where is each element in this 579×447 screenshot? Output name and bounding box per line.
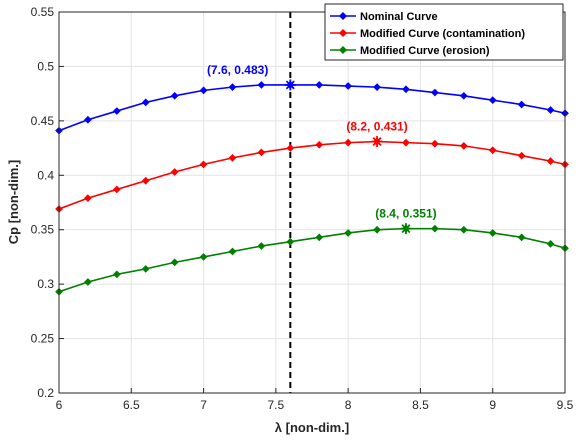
data-point	[373, 83, 381, 91]
grid	[59, 12, 565, 393]
data-point	[141, 176, 150, 185]
peak-annotation-label: (8.2, 0.431)	[346, 120, 407, 134]
data-point	[546, 240, 555, 248]
data-point	[488, 229, 497, 237]
x-tick-label: 7	[200, 398, 207, 412]
data-point	[459, 91, 468, 100]
peak-marker	[400, 223, 412, 235]
data-point	[84, 115, 92, 124]
data-point	[517, 151, 526, 160]
data-point	[315, 81, 324, 89]
y-tick-label: 0.35	[31, 223, 55, 237]
data-point	[170, 168, 179, 176]
y-tick-label: 0.4	[37, 168, 54, 182]
x-tick-label: 8.5	[412, 398, 429, 412]
peak-marker-stroke	[401, 224, 411, 234]
data-point	[488, 96, 497, 105]
data-point	[373, 225, 381, 234]
plot-background	[59, 12, 565, 393]
legend-swatch-marker	[338, 11, 348, 21]
data-point	[257, 242, 266, 250]
y-axis-label: Cp [non-dim.]	[6, 160, 21, 244]
peak-marker	[284, 79, 296, 91]
y-tick-label: 0.45	[31, 114, 55, 128]
data-point	[141, 98, 150, 107]
data-point	[344, 82, 353, 90]
legend-swatch-marker	[338, 28, 348, 38]
legend-swatch-marker	[338, 45, 348, 55]
data-point	[344, 229, 353, 237]
data-point	[84, 194, 92, 203]
peak-annotation-label: (7.6, 0.483)	[207, 63, 268, 77]
data-point	[112, 185, 121, 194]
data-point	[459, 142, 468, 150]
x-axis-label: λ [non-dim.]	[275, 420, 349, 435]
data-point	[199, 160, 208, 169]
data-point	[257, 148, 266, 157]
data-point	[431, 88, 439, 97]
data-point	[344, 138, 353, 147]
legend-label-0: Nominal Curve	[360, 11, 438, 23]
legend-label-1: Modified Curve (contamination)	[360, 28, 525, 40]
peak-marker	[371, 136, 383, 148]
x-tick-label: 9	[489, 398, 496, 412]
data-point	[431, 224, 439, 233]
legend-box	[324, 3, 564, 61]
data-point	[315, 140, 324, 149]
legend: Nominal Curve Modified Curve (contaminati…	[324, 3, 564, 61]
x-tick-label: 6.5	[123, 398, 140, 412]
data-point	[199, 253, 208, 261]
annotation-layer: (7.6, 0.483) (8.2, 0.431) (8.4, 0.351)	[207, 63, 437, 235]
data-point	[488, 146, 497, 155]
data-point	[170, 91, 179, 100]
data-point	[112, 270, 121, 279]
data-point	[431, 139, 439, 148]
data-point	[112, 107, 121, 115]
data-point	[315, 233, 324, 242]
y-tick-label: 0.25	[31, 332, 55, 346]
x-tick-label: 8	[345, 398, 352, 412]
data-point	[402, 138, 410, 147]
y-tick-label: 0.3	[37, 277, 54, 291]
legend-label-2: Modified Curve (erosion)	[360, 45, 490, 57]
data-point	[459, 225, 468, 234]
data-point	[546, 106, 555, 114]
data-point	[546, 157, 555, 165]
x-tick-label: 7.5	[268, 398, 285, 412]
tick-layer: 6 6.5 7 7.5 8 8.5 9 9.5 0.2 0.25 0.3 0.35 0.4 0.45 0.5…	[31, 5, 574, 412]
data-point	[199, 86, 208, 95]
peak-marker-stroke	[285, 80, 295, 90]
data-point	[257, 81, 266, 89]
peak-annotation-label: (8.4, 0.351)	[375, 207, 436, 221]
data-point	[228, 247, 237, 256]
data-point	[517, 100, 526, 109]
data-point	[228, 154, 237, 162]
y-tick-label: 0.2	[37, 386, 54, 400]
series-layer	[55, 81, 569, 296]
peak-marker-stroke	[372, 137, 382, 147]
data-point	[228, 83, 237, 91]
x-tick-label: 9.5	[557, 398, 574, 412]
data-point	[402, 85, 410, 94]
data-point	[286, 237, 295, 246]
data-point	[84, 278, 92, 286]
data-point	[170, 258, 179, 267]
data-point	[286, 144, 295, 152]
y-tick-label: 0.5	[37, 59, 54, 73]
data-point	[141, 265, 150, 273]
x-tick-label: 6	[56, 398, 63, 412]
data-point	[517, 233, 526, 242]
y-tick-label: 0.55	[31, 5, 55, 19]
plot-frame	[58, 11, 566, 394]
